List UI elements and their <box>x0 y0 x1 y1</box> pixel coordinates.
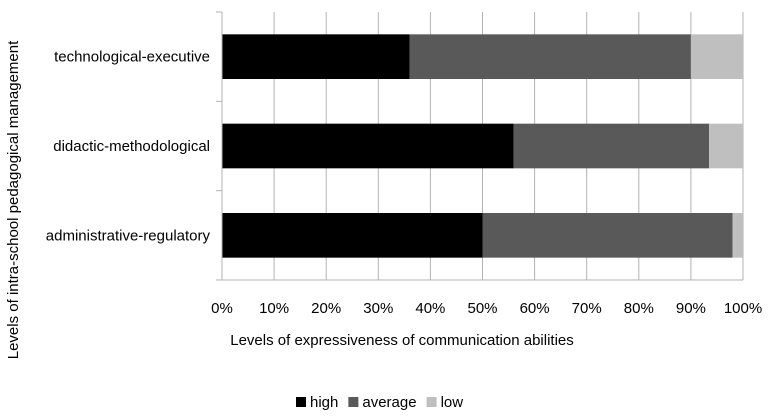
y-axis-label: Levels of intra-school pedagogical manag… <box>5 40 22 359</box>
x-tick-label: 70% <box>572 300 602 317</box>
legend-label-low: low <box>441 394 464 411</box>
x-tick-labels: 0% 10% 20% 30% 40% 50% 60% 70% 80% 90% 100% <box>211 300 762 317</box>
category-labels: technological-executive didactic-methodol… <box>46 49 211 245</box>
bar-average <box>482 213 733 258</box>
x-axis-label: Levels of expressiveness of communicatio… <box>230 332 574 349</box>
category-label: didactic-methodological <box>53 138 210 155</box>
x-tick-label: 100% <box>724 300 762 317</box>
x-tick-label: 30% <box>363 300 393 317</box>
x-tick-label: 0% <box>211 300 233 317</box>
bar-low <box>732 213 743 258</box>
legend-label-high: high <box>310 394 338 411</box>
bar-low <box>709 123 743 169</box>
category-label: technological-executive <box>54 49 210 66</box>
bar-average <box>409 34 691 79</box>
legend-swatch-low <box>426 397 437 407</box>
x-tick-label: 90% <box>676 300 706 317</box>
category-label: administrative-regulatory <box>46 227 211 244</box>
legend-swatch-average <box>348 397 359 407</box>
bars <box>222 34 743 258</box>
x-tick-label: 80% <box>624 300 654 317</box>
legend-swatch-high <box>296 397 306 407</box>
x-tick-label: 20% <box>311 300 341 317</box>
legend-label-average: average <box>362 394 416 411</box>
bar-average <box>513 123 710 169</box>
axes <box>216 11 743 281</box>
bar-high <box>222 213 483 258</box>
x-tick-label: 60% <box>520 300 550 317</box>
x-tick-label: 50% <box>467 300 497 317</box>
bar-high <box>222 123 514 169</box>
bar-low <box>690 34 743 79</box>
bar-high <box>222 34 410 79</box>
legend: high average low <box>296 394 463 411</box>
x-tick-label: 40% <box>415 300 445 317</box>
x-tick-label: 10% <box>259 300 289 317</box>
